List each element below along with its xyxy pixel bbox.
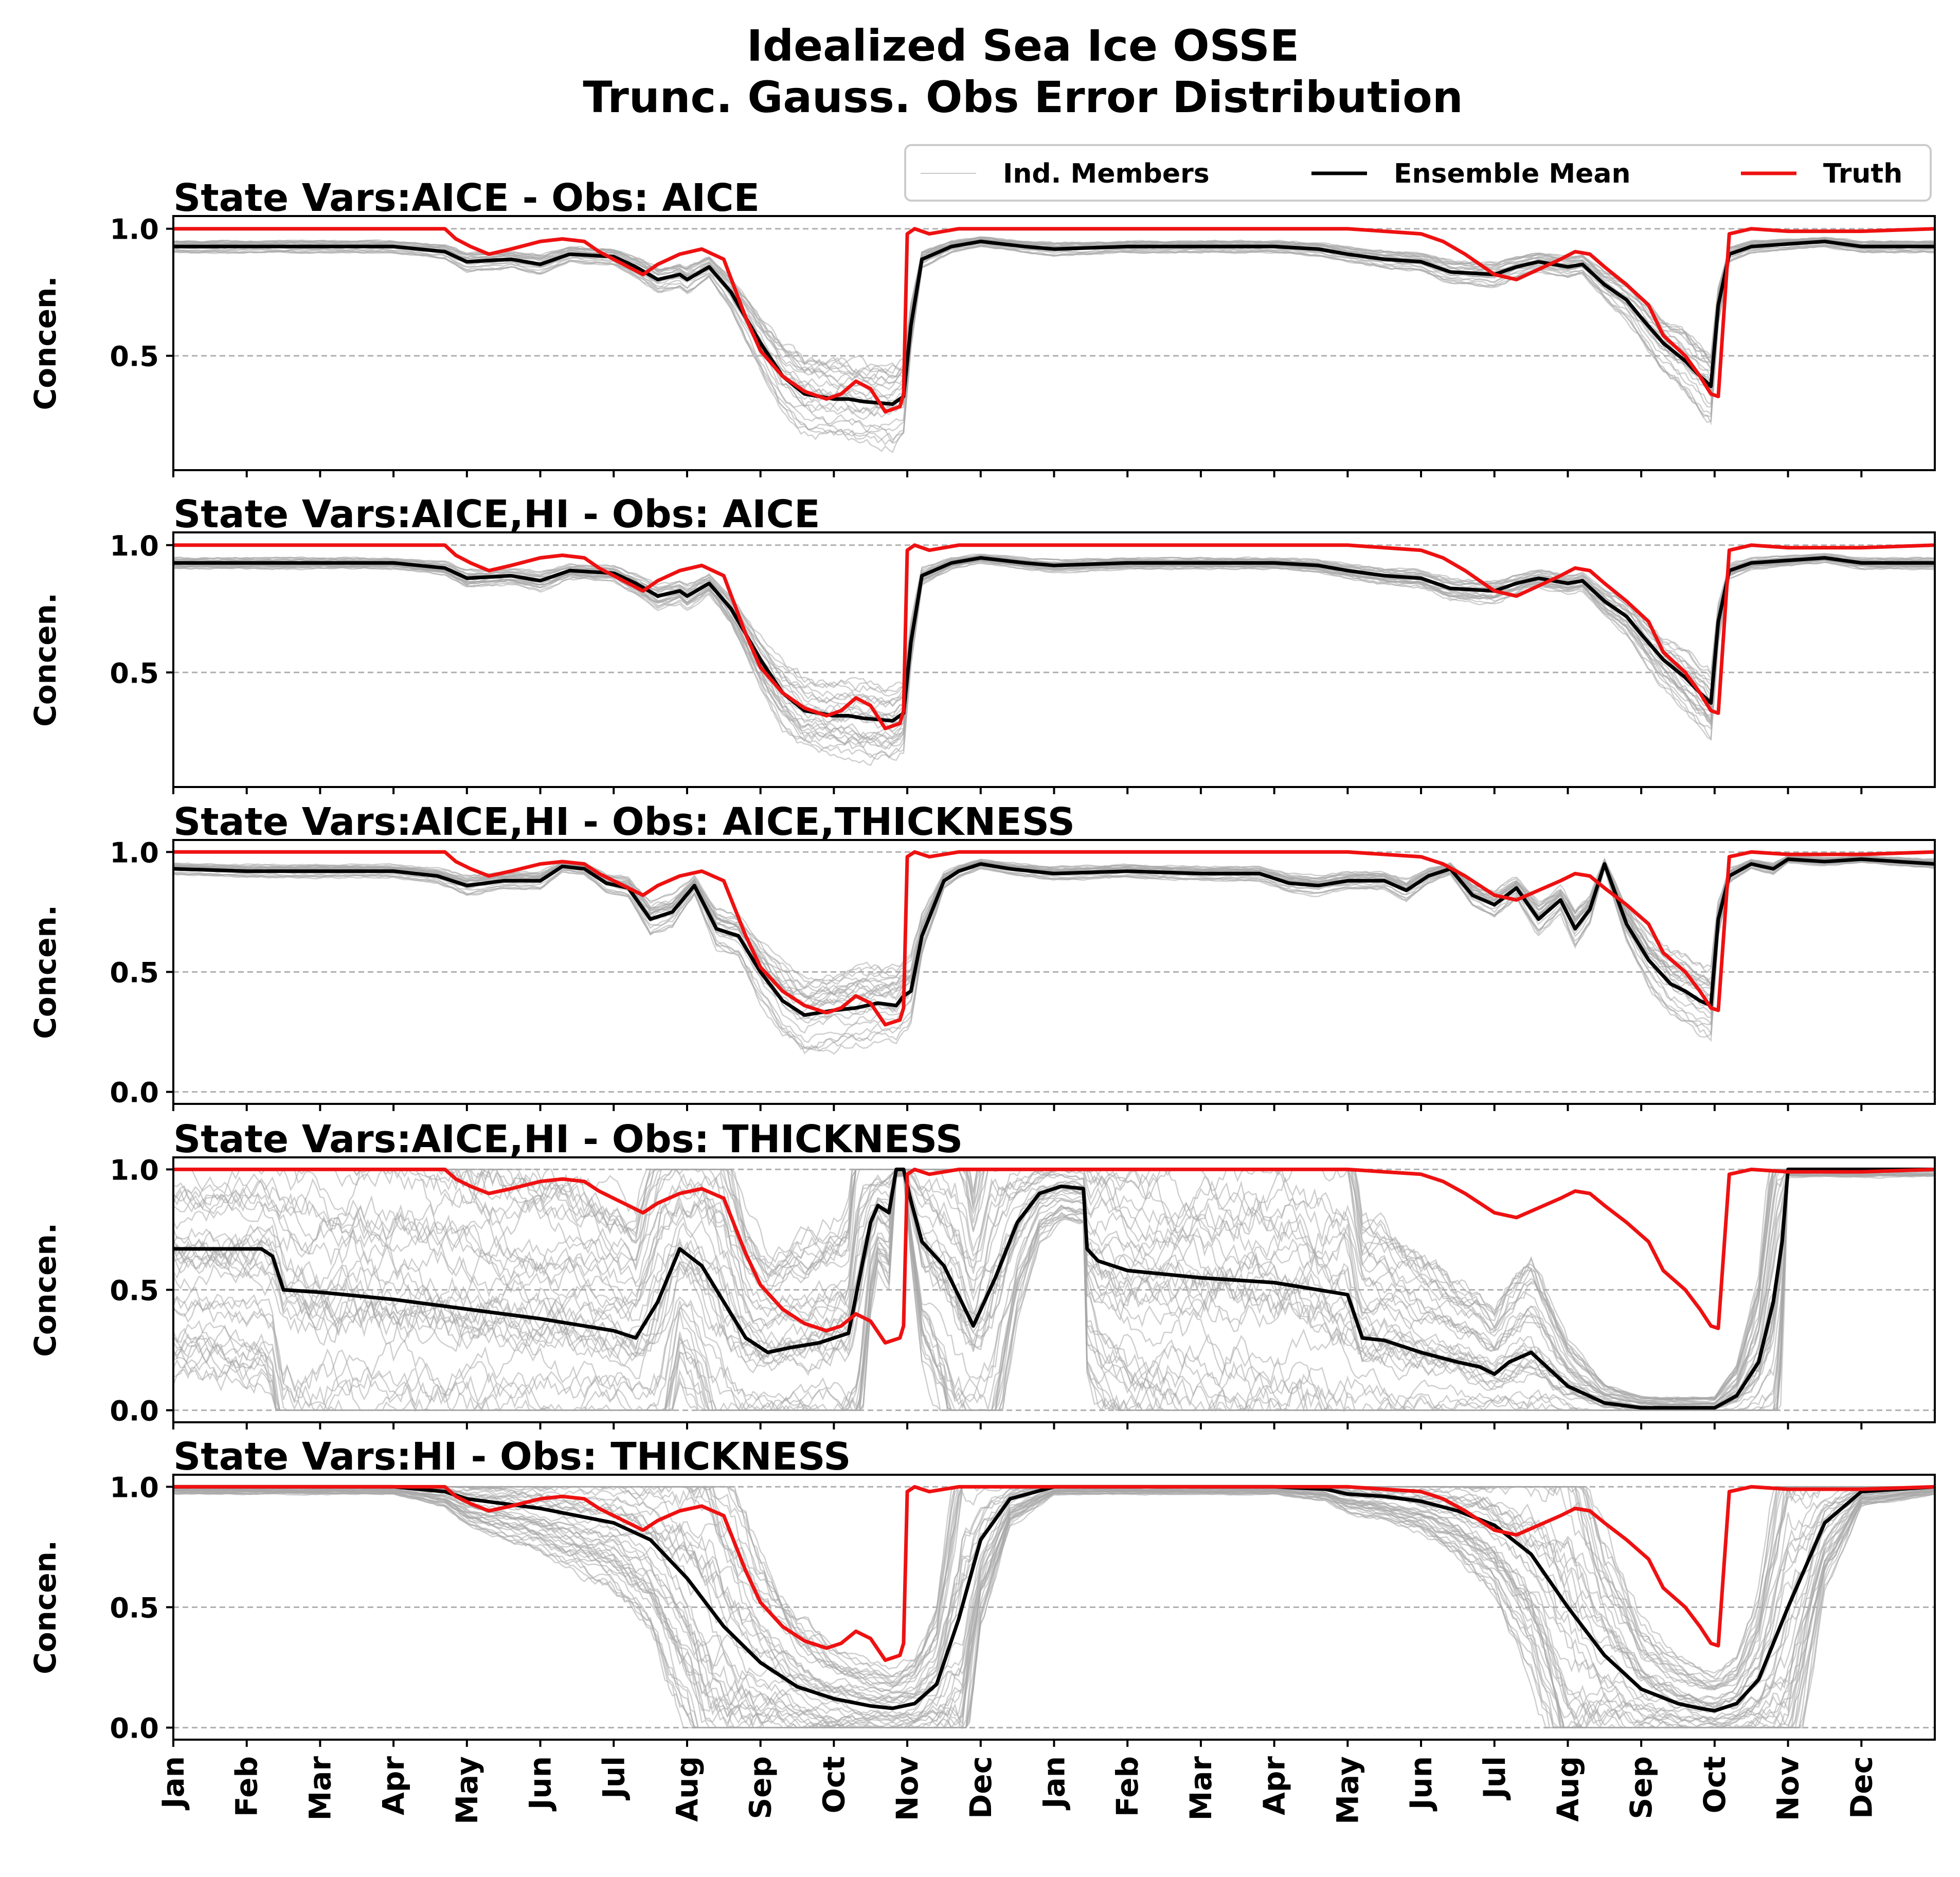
member-line: [173, 1169, 1935, 1406]
truth-line: [173, 1167, 1935, 1345]
x-tick-label: Oct: [816, 1756, 851, 1813]
truth-line: [173, 543, 1935, 730]
x-tick-label: Feb: [229, 1756, 264, 1817]
x-tick-label: Oct: [1697, 1756, 1732, 1813]
panel-2: 0.5 1.0 Concen. State Vars:AICE,HI - Obs: A…: [28, 492, 1936, 794]
legend-box: [904, 144, 1932, 202]
x-tick-label: Aug: [1550, 1756, 1585, 1822]
panel-title: State Vars:AICE,HI - Obs: AICE,THICKNESS: [173, 800, 1075, 844]
plot-area: [173, 1167, 1935, 1413]
y-axis-label: Concen.: [28, 905, 63, 1039]
x-tick-label: Mar: [1183, 1756, 1218, 1821]
x-tick-label: Jun: [523, 1756, 558, 1812]
member-line: [173, 559, 1935, 739]
ensemble-mean-line: [173, 239, 1935, 406]
member-line: [173, 238, 1935, 386]
plot-area: [173, 1485, 1935, 1729]
member-line: [173, 860, 1935, 1043]
plot-area: [173, 543, 1935, 766]
x-tick-label: Nov: [1771, 1756, 1806, 1821]
panel-title: State Vars:AICE - Obs: AICE: [173, 176, 760, 220]
y-tick-label: 1.0: [110, 213, 159, 246]
y-tick-label: 0.0: [110, 1712, 159, 1745]
ensemble-mean-line: [173, 857, 1935, 1017]
y-axis-label: Concen.: [28, 1540, 63, 1674]
x-tick-label: Dec: [1844, 1756, 1879, 1819]
x-tick-label: May: [1330, 1756, 1365, 1825]
plot-area: [173, 850, 1935, 1055]
x-tick-label: Sep: [1624, 1756, 1659, 1819]
truth-line: [173, 1485, 1935, 1662]
x-tick-label: Apr: [1257, 1756, 1292, 1815]
y-tick-label: 0.0: [110, 1395, 159, 1427]
legend: Ind. Members Ensemble Mean Truth: [904, 144, 1932, 202]
plot-area: [173, 227, 1935, 453]
x-tick-label: Nov: [890, 1756, 925, 1821]
panel-5: 0.0 0.5 1.0 Concen. State Vars:HI - Obs: THI…: [28, 1435, 1936, 1747]
member-line: [173, 856, 1935, 989]
member-line: [173, 861, 1935, 1050]
x-tick-label: Jan: [156, 1756, 191, 1811]
member-line: [173, 1492, 1935, 1728]
panel-4: 0.0 0.5 1.0 Concen. State Vars:AICE,HI - Obs…: [28, 1117, 1936, 1429]
panel-1: 0.5 1.0 Concen. State Vars:AICE - Obs: AICE: [28, 176, 1936, 477]
truth-line: [173, 850, 1935, 1027]
y-axis-label: Concen.: [28, 1223, 63, 1357]
member-line: [173, 1173, 1935, 1411]
y-tick-label: 1.0: [110, 1471, 159, 1504]
y-tick-label: 0.5: [110, 1275, 159, 1307]
member-line: [173, 1489, 1935, 1729]
x-tick-label: Aug: [670, 1756, 705, 1822]
y-tick-label: 1.0: [110, 1154, 159, 1186]
member-line: [173, 243, 1935, 431]
truth-line: [173, 227, 1935, 414]
y-tick-label: 0.5: [110, 957, 159, 989]
y-axis-label: Concen.: [28, 593, 63, 727]
y-axis-label: Concen.: [28, 276, 63, 410]
ensemble-mean-line: [173, 1485, 1935, 1713]
legend-label: Truth: [1823, 158, 1902, 189]
member-line: [173, 856, 1935, 999]
x-axis: Jan Feb Mar Apr May Jun Jul Aug Sep Oct Nov Dec Jan F…: [156, 1756, 1879, 1825]
member-line: [173, 855, 1935, 984]
member-line: [173, 561, 1935, 766]
x-tick-label: Sep: [743, 1756, 778, 1819]
x-tick-label: Apr: [376, 1756, 411, 1815]
figure-title-line2: Trunc. Gauss. Obs Error Distribution: [583, 72, 1463, 122]
y-tick-label: 0.0: [110, 1077, 159, 1109]
x-tick-label: May: [449, 1756, 484, 1825]
y-tick-label: 1.0: [110, 836, 159, 869]
y-tick-label: 0.5: [110, 1592, 159, 1624]
ensemble-mean-line: [173, 1167, 1935, 1410]
ensemble-mean-line: [173, 556, 1935, 723]
x-tick-label: Feb: [1110, 1756, 1145, 1817]
x-tick-label: Jan: [1037, 1756, 1072, 1811]
member-line: [173, 245, 1935, 453]
panel-3: 0.0 0.5 1.0 Concen. State Vars:AICE,HI - Obs…: [28, 800, 1936, 1111]
x-tick-label: Jun: [1404, 1756, 1438, 1812]
legend-label: Ensemble Mean: [1394, 158, 1630, 189]
x-tick-label: Jul: [596, 1756, 631, 1801]
figure-title-line1: Idealized Sea Ice OSSE: [747, 21, 1300, 71]
panel-title: State Vars:AICE,HI - Obs: THICKNESS: [173, 1117, 963, 1161]
x-tick-label: Dec: [963, 1756, 998, 1819]
y-tick-label: 0.5: [110, 657, 159, 689]
panel-title: State Vars:HI - Obs: THICKNESS: [173, 1435, 851, 1479]
panel-title: State Vars:AICE,HI - Obs: AICE: [173, 492, 820, 537]
member-line: [173, 552, 1935, 694]
legend-label: Ind. Members: [1003, 158, 1210, 189]
x-tick-label: Jul: [1477, 1756, 1512, 1801]
x-tick-label: Mar: [302, 1756, 337, 1821]
y-tick-label: 1.0: [110, 530, 159, 562]
panels: 0.5 1.0 Concen. State Vars:AICE - Obs: AICE…: [28, 176, 1936, 1747]
y-tick-label: 0.5: [110, 341, 159, 373]
